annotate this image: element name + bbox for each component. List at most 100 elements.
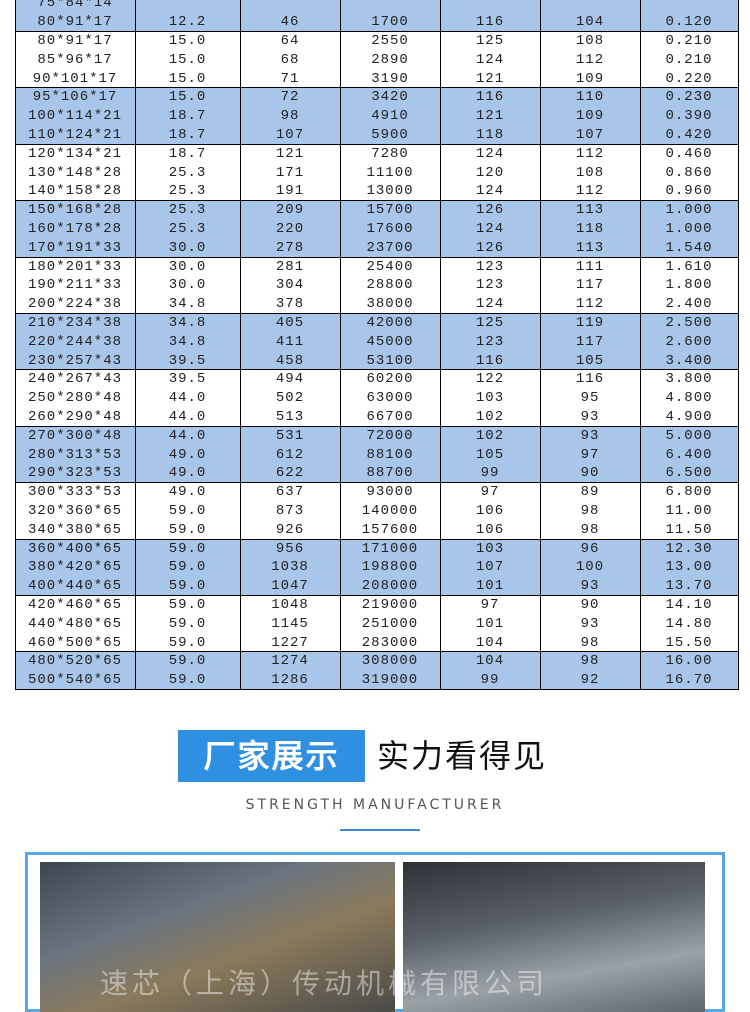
table-cell: 11100 [366, 164, 414, 181]
table-cell: 80*91*17 [37, 14, 113, 31]
table-cell: 17600 [366, 221, 414, 237]
table-cell: 59.0 [168, 540, 207, 557]
table-cell: 38000 [366, 296, 414, 313]
table-cell: 71 [280, 70, 300, 87]
table-cell: 103 [475, 540, 505, 557]
table-cell: 89 [580, 484, 600, 501]
table-cell: 25.3 [168, 221, 207, 237]
table-cell: 278 [275, 239, 305, 256]
table-cell: 0.860 [665, 164, 713, 181]
table-cell: 109 [575, 108, 605, 125]
table-cell: 93 [580, 615, 600, 632]
table-cell: 98 [580, 653, 600, 670]
table-cell: 1274 [271, 653, 309, 670]
table-cell: 39.5 [168, 371, 207, 388]
table-cell: 16.70 [665, 672, 713, 689]
section-subtitle: STRENGTH MANUFACTURER [245, 797, 505, 813]
column-line [135, 0, 136, 690]
table-cell: 4910 [371, 108, 409, 125]
table-cell: 125 [475, 315, 505, 331]
table-cell: 45000 [366, 333, 414, 350]
table-cell: 1.540 [665, 239, 713, 256]
table-cell: 612 [275, 446, 305, 463]
table-cell: 380*420*65 [27, 559, 122, 576]
table-cell: 3.800 [665, 371, 713, 388]
table-cell: 2.500 [665, 315, 713, 331]
table-cell: 25.3 [168, 164, 207, 181]
table-cell: 88100 [366, 446, 414, 463]
table-cell: 118 [575, 221, 605, 237]
column-line [240, 0, 241, 690]
column-line [440, 0, 441, 690]
table-cell: 95*106*17 [32, 89, 118, 106]
table-cell: 405 [275, 315, 305, 331]
table-cell: 400*440*65 [27, 578, 122, 595]
table-cell: 107 [275, 127, 305, 143]
table-cell: 59.0 [168, 503, 207, 519]
table-cell: 6.400 [665, 446, 713, 463]
table-cell: 59.0 [168, 672, 207, 689]
table-cell: 6.800 [665, 484, 713, 501]
table-cell: 66700 [366, 409, 414, 425]
table-cell: 340*380*65 [27, 521, 122, 538]
table-cell: 1286 [271, 672, 309, 689]
table-cell: 378 [275, 296, 305, 313]
table-cell: 106 [475, 503, 505, 519]
table-cell: 440*480*65 [27, 615, 122, 632]
table-cell: 15.0 [168, 89, 207, 106]
table-cell: 104 [575, 14, 605, 31]
table-cell: 90*101*17 [32, 70, 118, 87]
table-cell: 95 [580, 390, 600, 407]
table-cell: 97 [480, 597, 500, 613]
table-cell: 0.220 [665, 70, 713, 87]
table-cell: 11.50 [665, 521, 713, 538]
table-cell: 30.0 [168, 258, 207, 275]
table-cell: 230*257*43 [27, 352, 122, 369]
table-cell: 1038 [271, 559, 309, 576]
table-cell: 113 [575, 202, 605, 219]
table-cell: 117 [575, 333, 605, 350]
table-cell: 104 [475, 653, 505, 670]
table-cell: 3420 [371, 89, 409, 106]
table-cell: 16.00 [665, 653, 713, 670]
table-cell: 63000 [366, 390, 414, 407]
table-cell: 283000 [361, 634, 419, 651]
table-cell: 121 [475, 70, 505, 87]
table-cell: 460*500*65 [27, 634, 122, 651]
table-cell: 251000 [361, 615, 419, 632]
table-cell: 44.0 [168, 409, 207, 425]
table-cell: 531 [275, 427, 305, 444]
table-cell: 108 [575, 33, 605, 49]
table-cell: 72000 [366, 427, 414, 444]
table-cell: 103 [475, 390, 505, 407]
table-cell: 4.800 [665, 390, 713, 407]
table-cell: 150*168*28 [27, 202, 122, 219]
table-cell: 107 [575, 127, 605, 143]
table-cell: 34.8 [168, 315, 207, 331]
table-cell: 116 [575, 371, 605, 388]
table-cell: 4.900 [665, 409, 713, 425]
table-cell: 502 [275, 390, 305, 407]
table-cell: 104 [475, 634, 505, 651]
table-cell: 2.600 [665, 333, 713, 350]
table-cell: 105 [475, 446, 505, 463]
table-cell: 1227 [271, 634, 309, 651]
table-cell: 2.400 [665, 296, 713, 313]
table-cell: 59.0 [168, 578, 207, 595]
table-cell: 130*148*28 [27, 164, 122, 181]
table-cell: 93000 [366, 484, 414, 501]
table-cell: 13.70 [665, 578, 713, 595]
table-cell: 320*360*65 [27, 503, 122, 519]
table-cell: 110 [575, 89, 605, 106]
table-cell: 100 [575, 559, 605, 576]
table-cell: 124 [475, 296, 505, 313]
table-cell: 72 [280, 89, 300, 106]
table-cell: 59.0 [168, 653, 207, 670]
table-cell: 5900 [371, 127, 409, 143]
table-cell: 116 [475, 89, 505, 106]
table-cell: 126 [475, 239, 505, 256]
table-cell: 219000 [361, 597, 419, 613]
table-cell: 122 [475, 371, 505, 388]
table-cell: 49.0 [168, 484, 207, 501]
table-cell: 125 [475, 33, 505, 49]
